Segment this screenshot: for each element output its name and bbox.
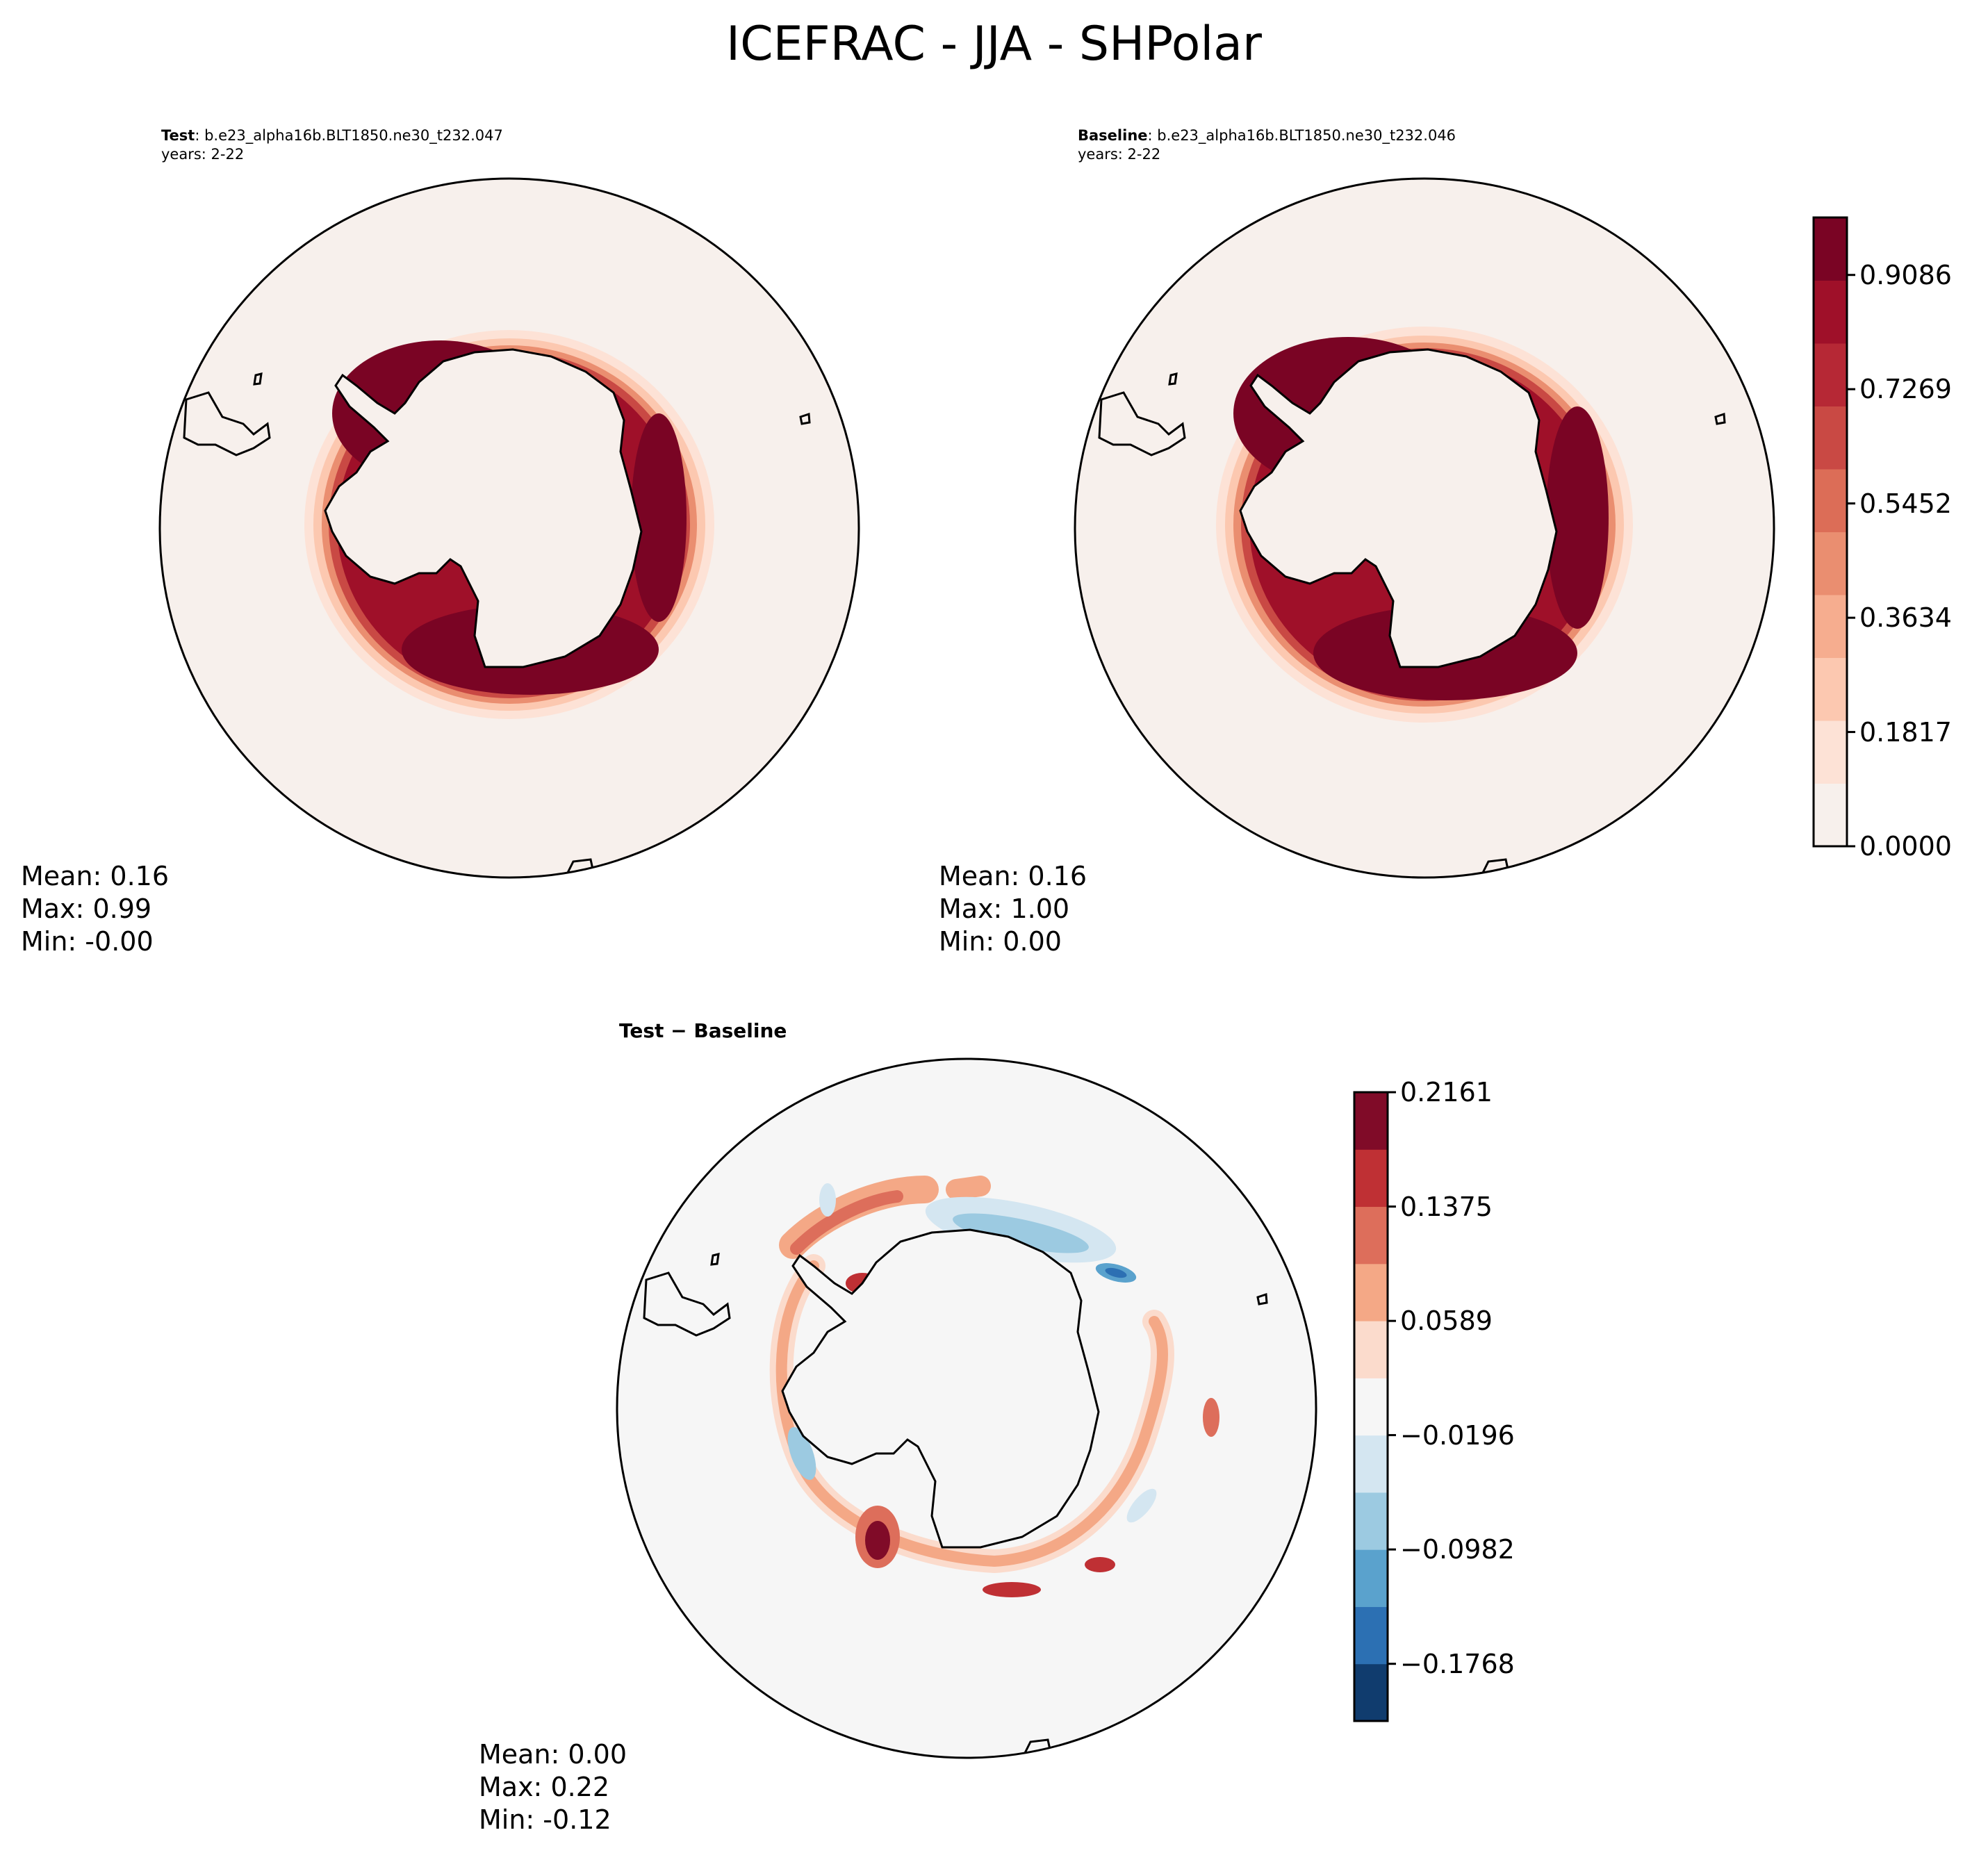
baseline-label: Baseline: [1078, 127, 1148, 144]
test-case-name: : b.e23_alpha16b.BLT1850.ne30_t232.047: [195, 127, 503, 144]
main-colorbar-segment: [1814, 343, 1847, 406]
main-colorbar-segment: [1814, 217, 1847, 281]
diff-colorbar-segment: [1354, 1549, 1388, 1607]
main-colorbar-segment: [1814, 532, 1847, 595]
diff-map-border: [616, 1057, 1317, 1759]
diff-tick-5: −0.1768: [1400, 1648, 1515, 1679]
main-colorbar-segment: [1814, 657, 1847, 721]
diff-stats: Mean: 0.00 Max: 0.22 Min: -0.12: [479, 1738, 627, 1836]
diff-tick-3: −0.0196: [1400, 1419, 1515, 1451]
baseline-years: years: 2-22: [1078, 146, 1161, 163]
baseline-map-border: [1074, 177, 1775, 879]
main-tick-0: 0.9086: [1859, 259, 1952, 290]
test-stats: Mean: 0.16 Max: 0.99 Min: -0.00: [21, 860, 169, 958]
baseline-max: Max: 1.00: [939, 893, 1070, 924]
baseline-case-name: : b.e23_alpha16b.BLT1850.ne30_t232.046: [1147, 127, 1456, 144]
baseline-map: [1075, 179, 1774, 878]
main-colorbar-segment: [1814, 595, 1847, 658]
diff-map: [617, 1059, 1316, 1758]
diff-colorbar-segment: [1354, 1206, 1388, 1265]
main-colorbar-segment: [1814, 406, 1847, 470]
test-years: years: 2-22: [161, 146, 245, 163]
test-min: Min: -0.00: [21, 926, 154, 957]
diff-colorbar-segment: [1354, 1435, 1388, 1493]
test-label: Test: [161, 127, 195, 144]
main-tick-3: 0.3634: [1859, 602, 1952, 634]
diff-colorbar-segment: [1354, 1092, 1388, 1150]
diff-colorbar-segment: [1354, 1321, 1388, 1378]
diff-min: Min: -0.12: [479, 1804, 611, 1835]
main-colorbar-frame: [1812, 216, 1848, 848]
test-mean: Mean: 0.16: [21, 861, 170, 891]
baseline-stats: Mean: 0.16 Max: 1.00 Min: 0.00: [939, 860, 1087, 958]
diff-panel-title: Test − Baseline: [619, 1019, 787, 1042]
baseline-mean: Mean: 0.16: [939, 861, 1087, 891]
diff-colorbar-segment: [1354, 1149, 1388, 1208]
diff-colorbar-frame: [1353, 1091, 1389, 1722]
diff-mean: Mean: 0.00: [479, 1739, 627, 1770]
test-map: [160, 179, 859, 878]
main-tick-5: 0.0000: [1859, 831, 1952, 862]
diff-colorbar-segment: [1354, 1263, 1388, 1321]
diff-tick-2: 0.0589: [1400, 1306, 1493, 1337]
main-colorbar-segment: [1814, 783, 1847, 847]
main-colorbar-segment: [1814, 280, 1847, 344]
diff-colorbar-segment: [1354, 1492, 1388, 1550]
main-colorbar-segment: [1814, 720, 1847, 784]
baseline-min: Min: 0.00: [939, 926, 1062, 957]
main-tick-1: 0.7269: [1859, 374, 1952, 405]
main-tick-4: 0.1817: [1859, 716, 1952, 748]
diff-colorbar: [1354, 1091, 1396, 1722]
diff-tick-0: 0.2161: [1400, 1077, 1493, 1107]
test-panel-title: Test: b.e23_alpha16b.BLT1850.ne30_t232.0…: [161, 126, 503, 164]
main-colorbar: [1814, 217, 1855, 848]
test-max: Max: 0.99: [21, 893, 152, 924]
main-colorbar-segment: [1814, 469, 1847, 532]
baseline-panel-title: Baseline: b.e23_alpha16b.BLT1850.ne30_t2…: [1078, 126, 1456, 164]
diff-tick-1: 0.1375: [1400, 1191, 1493, 1222]
diff-colorbar-segment: [1354, 1378, 1388, 1436]
diff-colorbar-segment: [1354, 1606, 1388, 1665]
test-map-border: [158, 177, 860, 879]
diff-colorbar-segment: [1354, 1663, 1388, 1722]
diff-tick-4: −0.0982: [1400, 1534, 1515, 1565]
main-tick-2: 0.5452: [1859, 488, 1952, 519]
figure-title: ICEFRAC - JJA - SHPolar: [726, 17, 1262, 72]
diff-max: Max: 0.22: [479, 1772, 610, 1802]
